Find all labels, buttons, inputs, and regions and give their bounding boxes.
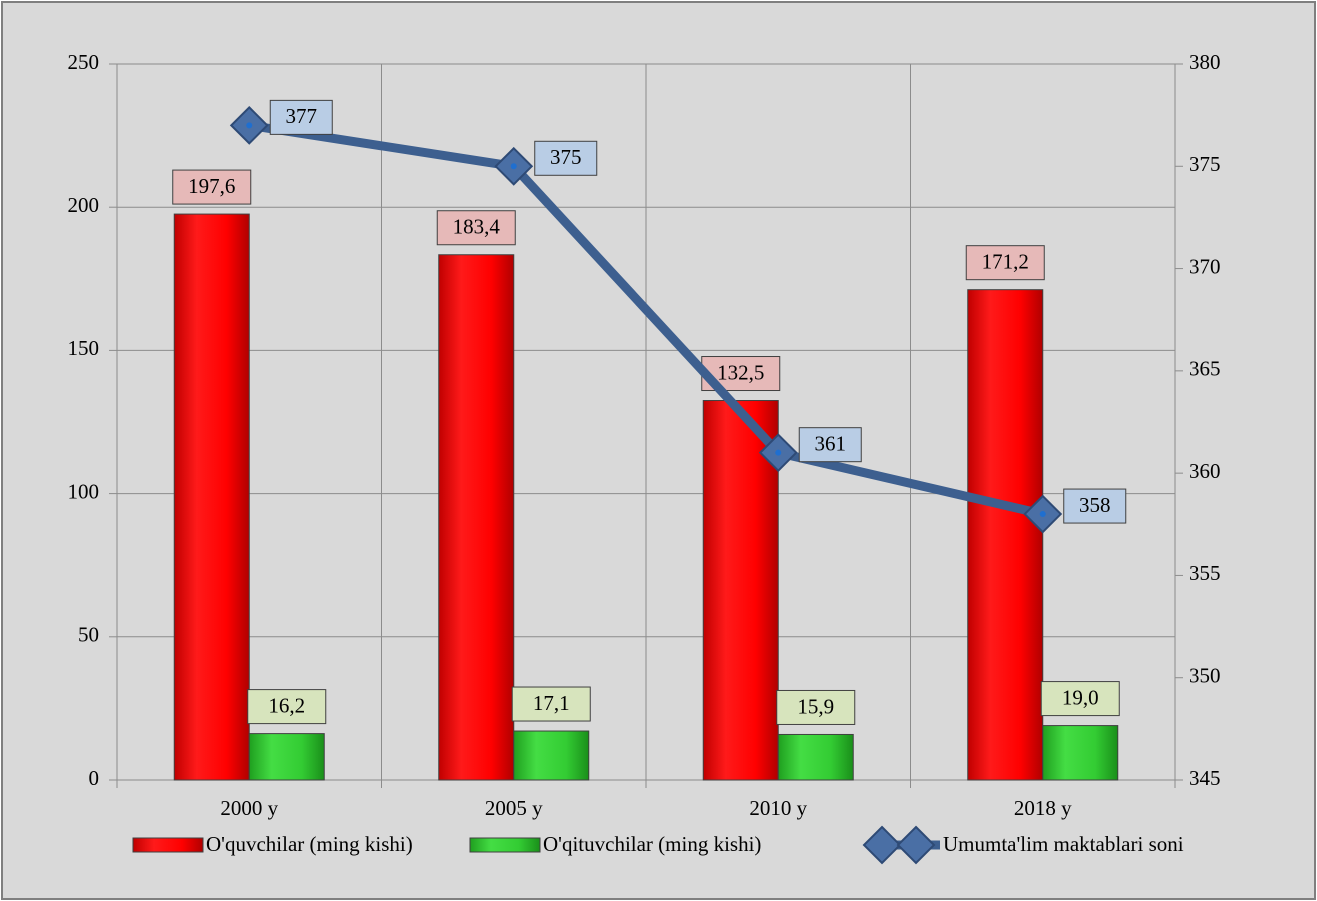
y2-tick-label: 370 [1189,254,1221,278]
bar [438,254,515,781]
data-label-box [1063,488,1127,524]
y-tick-label: 100 [68,479,100,503]
data-label: 197,6 [188,174,235,198]
x-tick-label: 2018 y [1014,796,1072,820]
data-label: 358 [1079,493,1111,517]
y-tick-label: 200 [68,193,100,217]
data-label: 15,9 [797,694,834,718]
y2-tick-label: 355 [1189,561,1221,585]
legend-marker [862,825,902,865]
marker-center [510,163,517,170]
y-tick-label: 250 [68,50,100,74]
data-label: 17,1 [533,691,570,715]
data-label-box [776,689,856,725]
y-tick-label: 50 [78,623,99,647]
data-label: 171,2 [982,249,1029,273]
data-label: 377 [286,104,318,128]
legend-label: O'qituvchilar (ming kishi) [543,832,761,856]
data-label: 375 [550,145,582,169]
legend-swatch [132,837,204,853]
y2-tick-label: 375 [1189,152,1221,176]
data-label-box [798,427,862,463]
marker-center [1039,511,1046,518]
bar [777,733,854,781]
legend-marker [896,825,936,865]
bar [1042,725,1119,781]
bar [702,400,779,781]
y2-tick-label: 350 [1189,664,1221,688]
marker-center [775,449,782,456]
data-label: 19,0 [1062,685,1099,709]
data-label-box [172,169,252,205]
bar [513,730,590,781]
bar [173,213,250,781]
marker-center [246,122,253,129]
x-tick-label: 2000 y [220,796,278,820]
x-tick-label: 2005 y [485,796,543,820]
bar [248,733,325,781]
y-tick-label: 150 [68,336,100,360]
data-label-box [269,99,333,135]
data-label-box [965,245,1045,281]
data-label-box [511,686,591,722]
data-label-box [436,210,516,246]
legend-label: Umumta'lim maktablari soni [943,832,1184,856]
y-tick-label: 0 [89,766,100,790]
y2-tick-label: 345 [1189,766,1221,790]
data-label: 132,5 [717,360,764,384]
data-label: 16,2 [268,693,305,717]
data-label-box [247,689,327,725]
y2-tick-label: 365 [1189,357,1221,381]
y2-tick-label: 380 [1189,50,1221,74]
bar [967,289,1044,781]
data-label: 183,4 [453,215,501,239]
x-tick-label: 2010 y [749,796,807,820]
legend-swatch [469,837,541,853]
line [248,120,1044,519]
data-label: 361 [815,431,847,455]
data-label-box [534,140,598,176]
legend-label: O'quvchilar (ming kishi) [206,832,413,856]
data-label-box [1040,681,1120,717]
y2-tick-label: 360 [1189,459,1221,483]
